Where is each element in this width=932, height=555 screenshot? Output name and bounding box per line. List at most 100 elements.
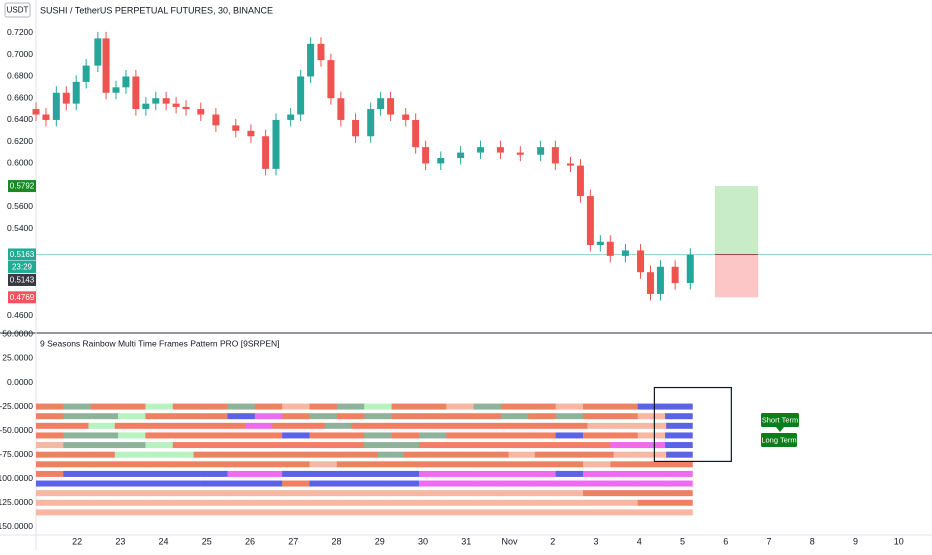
ribbon-segment: [227, 490, 256, 497]
ribbon-segment: [36, 461, 64, 468]
ribbon-segment: [637, 499, 666, 506]
ribbon-segment: [200, 403, 228, 410]
x-tick-label: 23: [115, 536, 125, 546]
ribbon-segment: [200, 480, 228, 487]
ribbon-segment: [63, 403, 92, 410]
candle-body: [307, 43, 315, 77]
ribbon-segment: [613, 422, 641, 429]
ribbon-segment: [473, 509, 502, 516]
ribbon-segment: [446, 509, 474, 516]
candle-body: [262, 136, 270, 169]
ribbon-segment: [62, 451, 89, 458]
x-tick-label: 30: [418, 536, 428, 546]
currency: USDT: [7, 6, 29, 15]
ribbon-segment: [88, 451, 116, 458]
ribbon-segment: [391, 499, 420, 506]
ribbon-segment: [639, 422, 667, 429]
candle-body: [477, 147, 485, 153]
ribbon-segment: [118, 499, 146, 506]
candle-body: [402, 114, 410, 120]
y-tick-label: 0.7200: [7, 27, 33, 37]
ribbon-segment: [282, 470, 310, 477]
y-tick-label: 0.6800: [7, 71, 33, 81]
ribbon-segment: [364, 432, 392, 439]
ribbon-segment: [637, 461, 666, 468]
candle-body: [646, 272, 654, 294]
ribbon-segment: [418, 490, 447, 497]
ribbon-segment: [36, 480, 64, 487]
ribbon-segment: [391, 490, 420, 497]
ribbon-segment: [246, 451, 273, 458]
candle-body: [162, 98, 170, 104]
ribbon-segment: [167, 422, 194, 429]
ribbon-segment: [36, 432, 64, 439]
x-tick-label: 7: [766, 536, 771, 546]
candle-body: [42, 114, 50, 120]
ribbon-segment: [555, 432, 584, 439]
ribbon-segment: [118, 490, 146, 497]
candle-body: [516, 152, 524, 155]
ribbon-segment: [63, 442, 92, 449]
ribbon-segment: [309, 432, 338, 439]
ribbon-segment: [309, 461, 338, 468]
ribbon-segment: [500, 470, 529, 477]
ribbon-segment: [254, 490, 283, 497]
ribbon-segment: [473, 413, 502, 420]
candle-body: [122, 76, 130, 88]
ribbon-segment: [555, 470, 584, 477]
ribbon-segment: [282, 403, 310, 410]
ribbon-segment: [508, 422, 536, 429]
ribbon-segment: [336, 509, 365, 516]
ribbon-segment: [63, 432, 92, 439]
y-tick-label: 0.6200: [7, 136, 33, 146]
ribbon-segment: [118, 432, 146, 439]
x-tick-label: 3: [593, 536, 598, 546]
candle-body: [142, 103, 150, 110]
ribbon-segment: [254, 403, 283, 410]
ribbon-segment: [561, 422, 588, 429]
ribbon-segment: [583, 432, 611, 439]
ribbon-segment: [665, 432, 693, 439]
y-tick-label: 0.5600: [7, 201, 33, 211]
currency-box[interactable]: [4, 2, 31, 18]
ribbon-segment: [482, 451, 509, 458]
ribbon-segment: [473, 403, 502, 410]
ribbon-segment: [298, 451, 326, 458]
ribbon-segment: [145, 403, 174, 410]
candle-body: [172, 103, 180, 107]
x-tick-label: 10: [894, 536, 904, 546]
ribbon-segment: [555, 461, 584, 468]
ribbon-segment: [90, 509, 119, 516]
ribbon-segment: [36, 490, 64, 497]
ribbon-segment: [418, 413, 447, 420]
ribbon-segment: [666, 451, 693, 458]
ribbon-segment: [583, 509, 611, 516]
ribbon-segment: [418, 442, 447, 449]
candle-body: [606, 241, 614, 256]
candle-body: [102, 38, 110, 93]
ribbon-segment: [63, 470, 92, 477]
ribbon-segment: [561, 451, 588, 458]
ribbon-segment: [172, 480, 201, 487]
y-tick-label: 0.4600: [7, 310, 33, 320]
ribbon-segment: [555, 499, 584, 506]
ribbon-segment: [555, 509, 584, 516]
candle-body: [62, 92, 70, 104]
ribbon-segment: [309, 403, 338, 410]
ribbon-segment: [227, 509, 256, 516]
candle-body: [621, 250, 629, 256]
ribbon-segment: [583, 470, 611, 477]
ribbon-segment: [336, 413, 365, 420]
ribbon-segment: [62, 422, 89, 429]
ribbon-segment: [473, 480, 502, 487]
ribbon-segment: [90, 413, 119, 420]
ribbon-segment: [610, 461, 639, 468]
ribbon-segment: [456, 422, 483, 429]
ribbon-segment: [336, 461, 365, 468]
ribbon-segment: [118, 403, 146, 410]
ribbon-segment: [145, 470, 174, 477]
annotation: Short Term: [762, 415, 799, 424]
ribbon-segment: [446, 442, 474, 449]
ribbon-segment: [141, 451, 168, 458]
